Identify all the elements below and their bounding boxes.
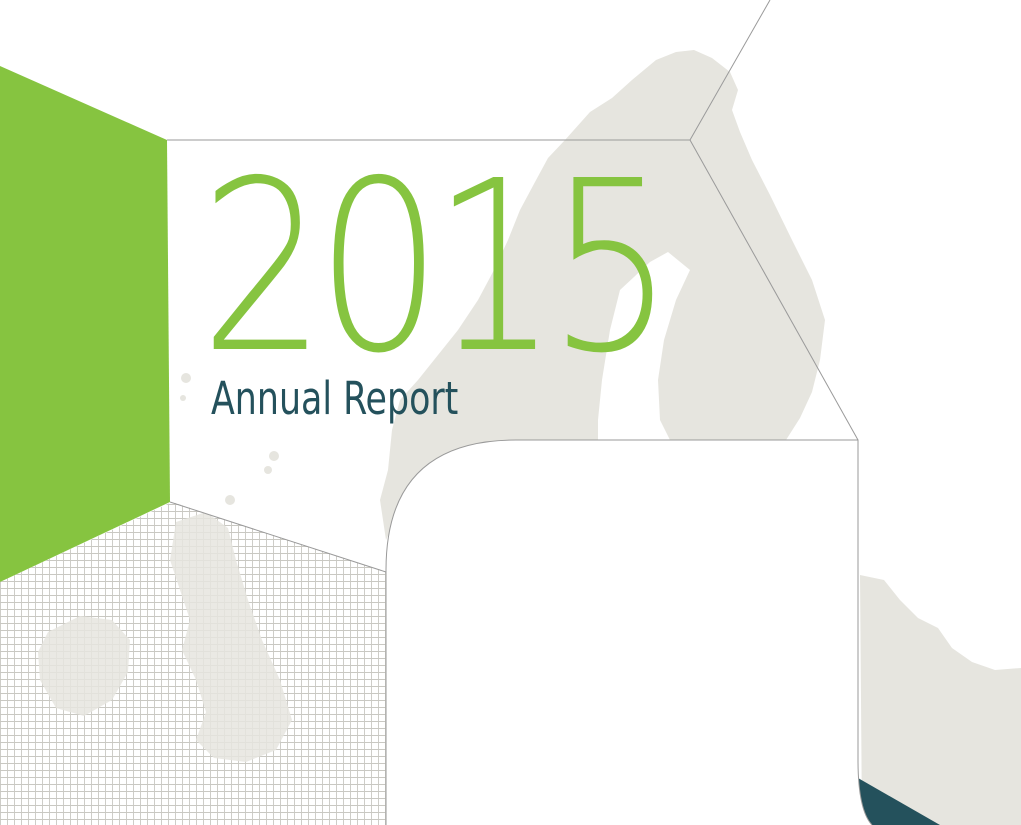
hexagon-outlines [167, 0, 859, 573]
islands [180, 373, 279, 505]
white-content-panel [385, 439, 873, 825]
british-isles-map [0, 502, 386, 825]
report-title: Annual Report [211, 372, 459, 425]
teal-hexagon [850, 778, 940, 825]
green-hexagon [0, 66, 170, 582]
scandinavia-map [380, 50, 825, 540]
baltic-map [860, 575, 1021, 825]
report-year: 2015 [200, 130, 674, 405]
